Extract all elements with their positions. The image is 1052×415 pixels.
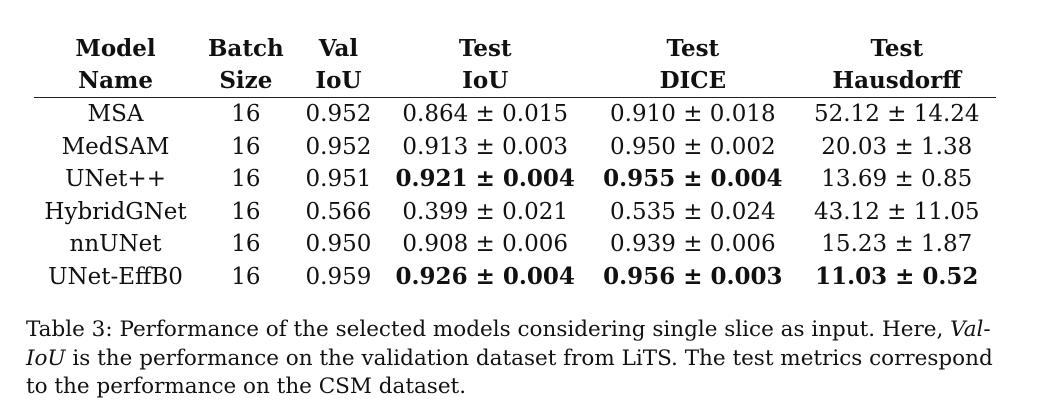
table-row: MedSAM 16 0.952 0.913 ± 0.003 0.950 ± 0.002 2… <box>34 131 996 164</box>
cell-val-iou: 0.566 <box>305 198 372 225</box>
header-line: Size <box>219 67 273 94</box>
header-val-iou: Val IoU <box>295 33 383 98</box>
header-line: Name <box>78 67 153 94</box>
header-test-iou: Test IoU <box>382 33 588 98</box>
cell-test-hausdorff: 15.23 ± 1.87 <box>821 231 973 257</box>
cell-test-iou: 0.864 ± 0.015 <box>402 101 568 127</box>
table-caption: Table 3: Performance of the selected mod… <box>26 316 1016 402</box>
cell-test-hausdorff: 20.03 ± 1.38 <box>821 133 973 160</box>
table-body: MSA 16 0.952 0.864 ± 0.015 0.910 ± 0.018 52.1… <box>34 98 996 294</box>
caption-text: Performance of the selected models consi… <box>119 317 944 342</box>
header-line: Test <box>666 35 720 62</box>
header-line: Hausdorff <box>832 67 962 94</box>
cell-val-iou: 0.950 <box>305 231 372 257</box>
table-header: Model Name Batch Size Val IoU Test IoU T… <box>34 33 996 98</box>
cell-test-dice: 0.535 ± 0.024 <box>610 198 776 225</box>
cell-val-iou: 0.952 <box>305 133 372 160</box>
header-line: IoU <box>462 67 509 94</box>
cell-test-dice: 0.956 ± 0.003 <box>603 262 783 290</box>
cell-batch-size: 16 <box>231 231 261 257</box>
cell-model-name: MedSAM <box>61 133 170 160</box>
header-line: Model <box>75 35 156 62</box>
header-line: DICE <box>659 67 727 94</box>
cell-batch-size: 16 <box>231 166 261 192</box>
cell-batch-size: 16 <box>231 198 261 225</box>
table-row: UNet-EffB0 16 0.959 0.926 ± 0.004 0.956 ± 0.… <box>34 261 996 294</box>
cell-val-iou: 0.951 <box>305 166 372 192</box>
cell-test-iou: 0.913 ± 0.003 <box>402 133 568 160</box>
cell-test-dice: 0.939 ± 0.006 <box>610 231 776 257</box>
table-row: HybridGNet 16 0.566 0.399 ± 0.021 0.535 ± 0.… <box>34 196 996 229</box>
results-table-container: Model Name Batch Size Val IoU Test IoU T… <box>26 33 996 293</box>
header-test-dice: Test DICE <box>588 33 797 98</box>
cell-model-name: nnUNet <box>69 231 162 257</box>
header-batch-size: Batch Size <box>197 33 295 98</box>
cell-val-iou: 0.952 <box>305 101 372 127</box>
caption-emphasis: Val-IoU <box>26 317 991 371</box>
cell-test-hausdorff: 11.03 ± 0.52 <box>815 262 979 290</box>
table-row: UNet++ 16 0.951 0.921 ± 0.004 0.955 ± 0.004 1… <box>34 163 996 196</box>
cell-test-hausdorff: 52.12 ± 14.24 <box>813 101 980 127</box>
cell-test-iou: 0.908 ± 0.006 <box>402 231 568 257</box>
header-model-name: Model Name <box>34 33 197 98</box>
cell-batch-size: 16 <box>231 263 261 290</box>
cell-batch-size: 16 <box>231 133 261 160</box>
cell-model-name: UNet-EffB0 <box>48 263 183 290</box>
cell-batch-size: 16 <box>231 101 261 127</box>
table-row: MSA 16 0.952 0.864 ± 0.015 0.910 ± 0.018 52.1… <box>34 98 996 131</box>
cell-test-iou: 0.399 ± 0.021 <box>402 198 568 225</box>
header-row: Model Name Batch Size Val IoU Test IoU T… <box>34 33 996 98</box>
cell-model-name: UNet++ <box>65 166 166 192</box>
header-line: Test <box>458 35 512 62</box>
cell-model-name: HybridGNet <box>44 198 187 225</box>
header-line: Test <box>870 35 924 62</box>
cell-test-hausdorff: 13.69 ± 0.85 <box>821 166 973 192</box>
caption-text: is the performance on the validation dat… <box>26 345 993 400</box>
header-line: Val <box>318 35 359 62</box>
table-row: nnUNet 16 0.950 0.908 ± 0.006 0.939 ± 0.006 1… <box>34 228 996 261</box>
cell-test-hausdorff: 43.12 ± 11.05 <box>813 198 980 225</box>
caption-label: Table 3: <box>26 317 113 342</box>
cell-test-dice: 0.950 ± 0.002 <box>610 133 776 160</box>
cell-test-iou: 0.926 ± 0.004 <box>395 262 575 290</box>
results-table: Model Name Batch Size Val IoU Test IoU T… <box>34 33 996 293</box>
header-line: Batch <box>207 35 284 62</box>
cell-model-name: MSA <box>87 101 144 127</box>
cell-test-dice: 0.910 ± 0.018 <box>610 101 776 127</box>
header-test-hausdorff: Test Hausdorff <box>798 33 996 98</box>
cell-val-iou: 0.959 <box>305 263 372 290</box>
header-line: IoU <box>315 67 362 94</box>
cell-test-iou: 0.921 ± 0.004 <box>395 165 575 192</box>
cell-test-dice: 0.955 ± 0.004 <box>603 165 783 192</box>
